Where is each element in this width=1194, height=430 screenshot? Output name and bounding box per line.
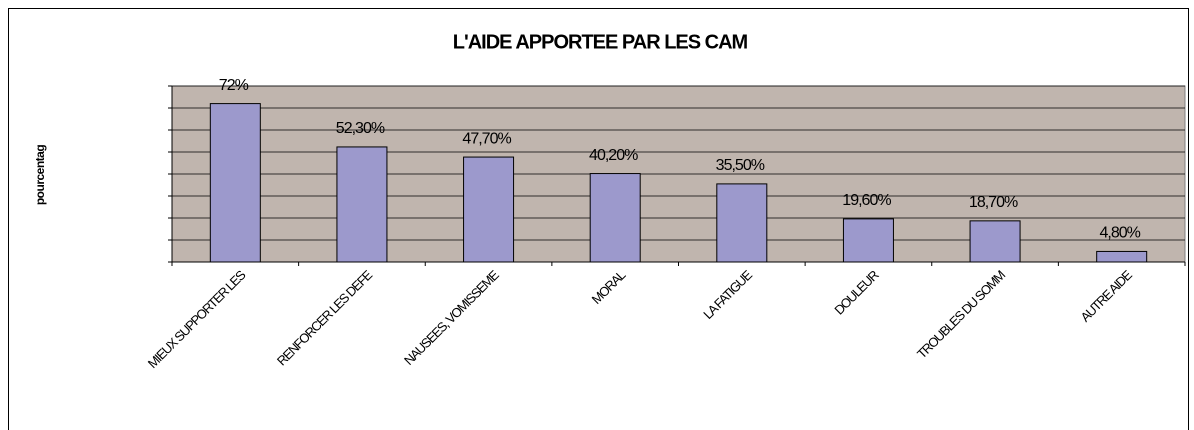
bar (969, 220, 1021, 263)
bar (1096, 250, 1148, 263)
data-label: 35,50% (716, 157, 765, 174)
data-label: 72% (219, 77, 249, 94)
bar (716, 183, 768, 263)
data-label: 18,70% (969, 194, 1018, 211)
bar (336, 146, 388, 263)
chart-title: L'AIDE APPORTEE PAR LES CAM (453, 31, 748, 53)
data-label: 40,20% (589, 147, 638, 164)
bar (209, 103, 261, 263)
data-label: 52,30% (336, 120, 385, 137)
y-axis-label: pourcentag (33, 145, 47, 206)
data-label: 4,80% (1100, 225, 1141, 242)
data-label: 19,60% (842, 192, 891, 209)
bar (842, 218, 894, 263)
data-label: 47,70% (462, 130, 511, 147)
bar (463, 156, 515, 263)
bar (589, 173, 641, 263)
